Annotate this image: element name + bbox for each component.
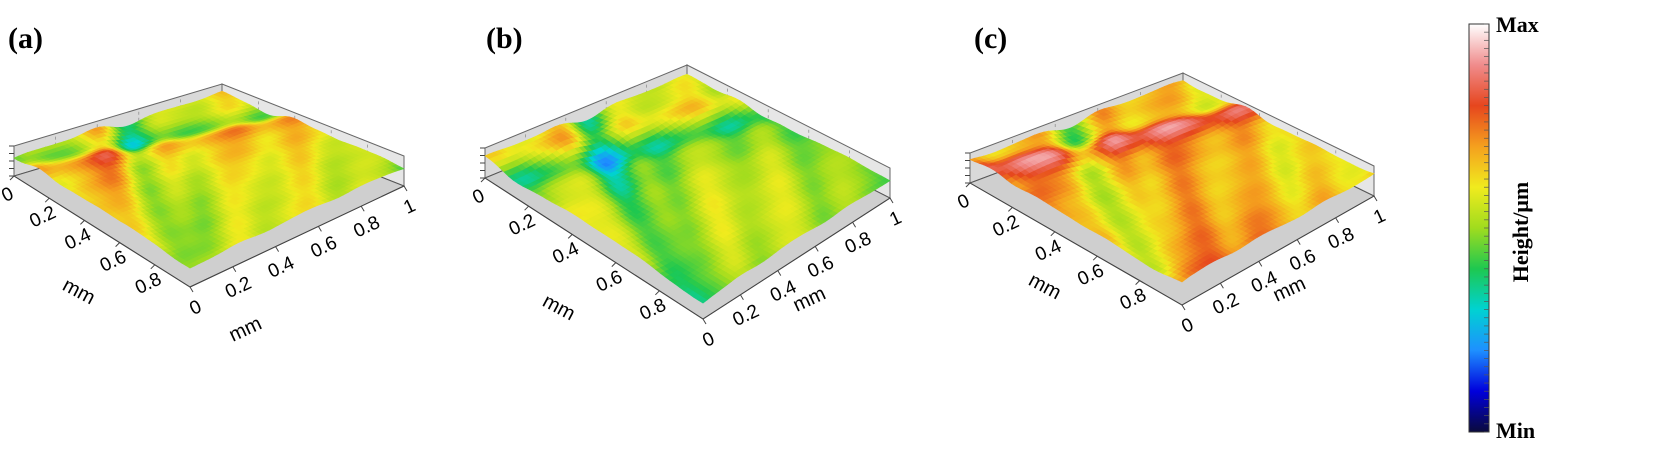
y-tick-label: 0.8 [637, 295, 670, 325]
y-tick-label: 0.6 [593, 267, 626, 297]
x-unit-label: mm [226, 313, 266, 347]
x-tick [403, 185, 408, 192]
x-tick [317, 226, 322, 232]
y-tick-label: 0.4 [549, 238, 582, 268]
y-tick [80, 220, 85, 225]
panel-label: (a) [8, 22, 43, 55]
surface-cell [185, 263, 196, 269]
x-tick [360, 205, 365, 212]
x-tick [814, 246, 819, 252]
x-tick [739, 294, 744, 301]
y-tick-label: 0.2 [26, 202, 59, 232]
x-tick-label: 0.6 [804, 252, 837, 282]
x-tick-label: 0.2 [222, 273, 255, 303]
y-unit-label: mm [539, 290, 579, 325]
y-tick [115, 242, 120, 247]
y-tick [567, 234, 573, 239]
x-tick [275, 246, 280, 252]
y-tick-label: 0 [0, 183, 17, 207]
y-tick [9, 175, 15, 181]
x-tick-label: 0.6 [308, 232, 341, 262]
y-tick-label: 0.6 [97, 247, 130, 277]
x-tick [232, 266, 237, 273]
front-edge-left [13, 175, 191, 288]
panels: 00.20.40.60.800.20.40.60.81mmmm(a)00.20.… [0, 22, 1389, 352]
x-tick-label: 0.2 [730, 301, 763, 331]
x-tick-label: 0 [186, 296, 204, 320]
x-tick [189, 286, 194, 293]
front-edge-right [189, 185, 405, 288]
surface [484, 73, 891, 304]
panel-label: (b) [486, 22, 523, 55]
x-tick [852, 221, 857, 228]
x-tick [777, 270, 782, 276]
x-tick-label: 0.8 [350, 212, 383, 242]
y-tick-label: 0.2 [506, 210, 539, 240]
y-tick [655, 290, 660, 296]
y-tick-label: 0.4 [62, 224, 95, 254]
y-tick-label: 0 [469, 185, 487, 209]
y-tick [44, 197, 50, 203]
x-tick [702, 318, 707, 325]
y-tick [611, 262, 617, 267]
surface [969, 80, 1375, 283]
x-tick-label: 0.4 [265, 252, 298, 282]
y-tick [480, 177, 486, 183]
x-tick-label: 0.8 [842, 228, 875, 258]
y-tick [524, 205, 529, 211]
y-tick [150, 264, 156, 270]
x-tick-label: 1 [886, 207, 904, 231]
x-tick-label: 1 [400, 195, 418, 219]
y-unit-label: mm [59, 274, 99, 309]
x-tick [889, 197, 894, 204]
y-tick-label: 0.8 [132, 269, 165, 299]
surface [13, 90, 405, 269]
x-tick-label: 0 [699, 328, 717, 352]
